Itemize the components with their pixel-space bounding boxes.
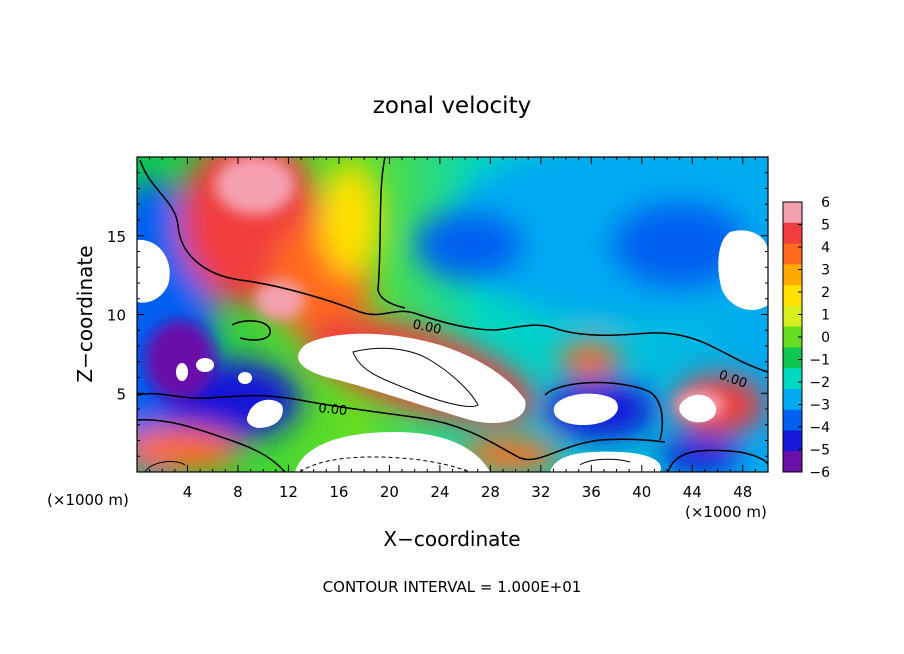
white-region-9 (196, 358, 214, 372)
contour-zero-1 (139, 159, 768, 373)
x-tick-label: 28 (481, 483, 500, 501)
contour-zero-3 (137, 392, 666, 461)
colorbar-swatch (783, 347, 802, 369)
colorbar-tick-label: 3 (821, 263, 830, 279)
y-axis: 5 10 15 (107, 172, 768, 457)
white-region-6 (295, 432, 490, 472)
contour-bottom-left-small (144, 461, 186, 472)
white-region-5 (246, 399, 283, 428)
colorbar-swatch (783, 264, 802, 286)
white-region-2 (718, 230, 768, 311)
colorbar-swatch (783, 243, 802, 265)
x-tick-label: 4 (183, 483, 193, 501)
chart-title: zonal velocity (373, 93, 531, 119)
colorbar-tick-label: 6 (821, 195, 830, 211)
x-axis-title: X−coordinate (383, 527, 520, 551)
white-region-10 (176, 363, 188, 381)
white-region-7 (550, 451, 661, 472)
colorbar-tick-label: −5 (809, 443, 830, 459)
colorbar-swatch (783, 451, 802, 473)
colorbar-swatch (783, 430, 802, 452)
x-tick-label: 48 (733, 483, 752, 501)
dark-blue-core-center (415, 210, 525, 280)
colorbar-swatch (783, 222, 802, 245)
blue-region-bottom-right (660, 437, 740, 472)
colorbar-tick-label: 2 (821, 285, 830, 301)
contour-zero-4 (137, 419, 286, 472)
colorbar-tick-label: 4 (821, 240, 830, 256)
contour-zero-2 (377, 157, 406, 309)
contour-inner-loop (352, 347, 479, 408)
purple-trough-left (145, 320, 215, 400)
colorbar-swatch (783, 409, 802, 431)
x-tick-label: 36 (582, 483, 601, 501)
colorbar-tick-label: 5 (821, 218, 830, 234)
y-tick-label: 15 (107, 228, 126, 246)
colorbar-tick-label: −1 (809, 353, 830, 369)
x-tick-label: 8 (233, 483, 243, 501)
colorbar-tick-label: −3 (809, 398, 830, 414)
colorbar-swatch (783, 388, 802, 411)
white-region-8 (679, 394, 717, 423)
x-tick-label: 44 (683, 483, 702, 501)
contour-interval-note: CONTOUR INTERVAL = 1.000E+01 (323, 578, 582, 596)
heatmap-field: 0.00 0.00 0.00 (137, 157, 768, 472)
pink-peak-mid (255, 280, 305, 320)
colorbar-swatch (783, 326, 802, 348)
contour-zero-7 (667, 449, 768, 472)
contour-bottom-small (579, 458, 631, 466)
yellow-plume (320, 165, 380, 275)
x-tick-label: 24 (430, 483, 449, 501)
orange-region-bottom-center (460, 437, 560, 472)
white-region-11 (238, 372, 252, 384)
white-region-4 (553, 393, 618, 426)
y-tick-label: 5 (116, 385, 126, 403)
colorbar-swatch (783, 368, 802, 390)
colorbar: 6 5 4 3 2 1 0 −1 −2 −3 −4 −5 −6 (782, 195, 830, 481)
y-tick-label: 10 (107, 307, 126, 325)
contour-label: 0.00 (411, 317, 442, 338)
orange-region-bottom-left (137, 428, 240, 472)
x-axis: 4 8 12 16 20 24 28 32 36 40 44 48 (149, 157, 756, 501)
colorbar-swatch (783, 305, 802, 328)
colorbar-tick-label: 1 (821, 308, 830, 324)
y-axis-title: Z−coordinate (73, 245, 97, 382)
colorbar-tick-label: −4 (809, 420, 830, 436)
colorbar-swatch (783, 202, 802, 224)
x-unit-label: (×1000 m) (685, 503, 767, 521)
x-tick-label: 40 (632, 483, 651, 501)
x-tick-label: 16 (329, 483, 348, 501)
dark-blue-core-right (610, 200, 750, 290)
contour-dashed-negative (299, 456, 471, 472)
colorbar-tick-label: 0 (821, 330, 830, 346)
z-unit-label: (×1000 m) (47, 491, 129, 509)
colorbar-swatch (783, 285, 802, 307)
white-region-1 (137, 239, 170, 303)
colorbar-tick-label: −2 (809, 375, 830, 391)
orange-region-mid-right (560, 342, 620, 378)
zero-contours (137, 157, 768, 472)
pink-peak-top (215, 157, 295, 215)
x-tick-label: 20 (380, 483, 399, 501)
x-tick-label: 12 (279, 483, 298, 501)
contour-zero-6 (544, 381, 663, 441)
contour-zero-5 (231, 320, 271, 341)
x-tick-label: 32 (531, 483, 550, 501)
colorbar-tick-label: −6 (809, 465, 830, 481)
contour-label: 0.00 (318, 401, 348, 419)
